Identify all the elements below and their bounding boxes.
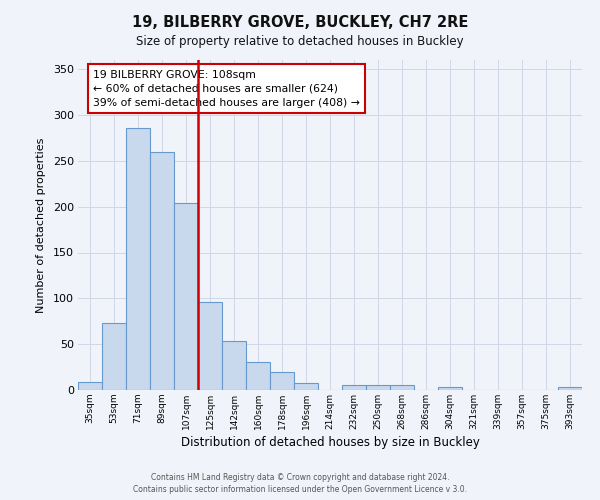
Bar <box>390 386 414 390</box>
Bar <box>246 362 270 390</box>
Bar <box>126 128 150 390</box>
Bar <box>150 152 174 390</box>
Bar <box>294 382 318 390</box>
Text: Size of property relative to detached houses in Buckley: Size of property relative to detached ho… <box>136 35 464 48</box>
Bar <box>102 323 126 390</box>
Y-axis label: Number of detached properties: Number of detached properties <box>36 138 46 312</box>
X-axis label: Distribution of detached houses by size in Buckley: Distribution of detached houses by size … <box>181 436 479 449</box>
Bar <box>174 203 198 390</box>
Text: 19 BILBERRY GROVE: 108sqm
← 60% of detached houses are smaller (624)
39% of semi: 19 BILBERRY GROVE: 108sqm ← 60% of detac… <box>93 70 360 108</box>
Text: 19, BILBERRY GROVE, BUCKLEY, CH7 2RE: 19, BILBERRY GROVE, BUCKLEY, CH7 2RE <box>132 15 468 30</box>
Bar <box>342 386 366 390</box>
Bar <box>222 340 246 390</box>
Bar <box>438 387 462 390</box>
Bar <box>366 386 390 390</box>
Bar <box>78 382 102 390</box>
Bar <box>198 302 222 390</box>
Bar <box>558 387 582 390</box>
Bar <box>270 372 294 390</box>
Text: Contains HM Land Registry data © Crown copyright and database right 2024.
Contai: Contains HM Land Registry data © Crown c… <box>133 472 467 494</box>
